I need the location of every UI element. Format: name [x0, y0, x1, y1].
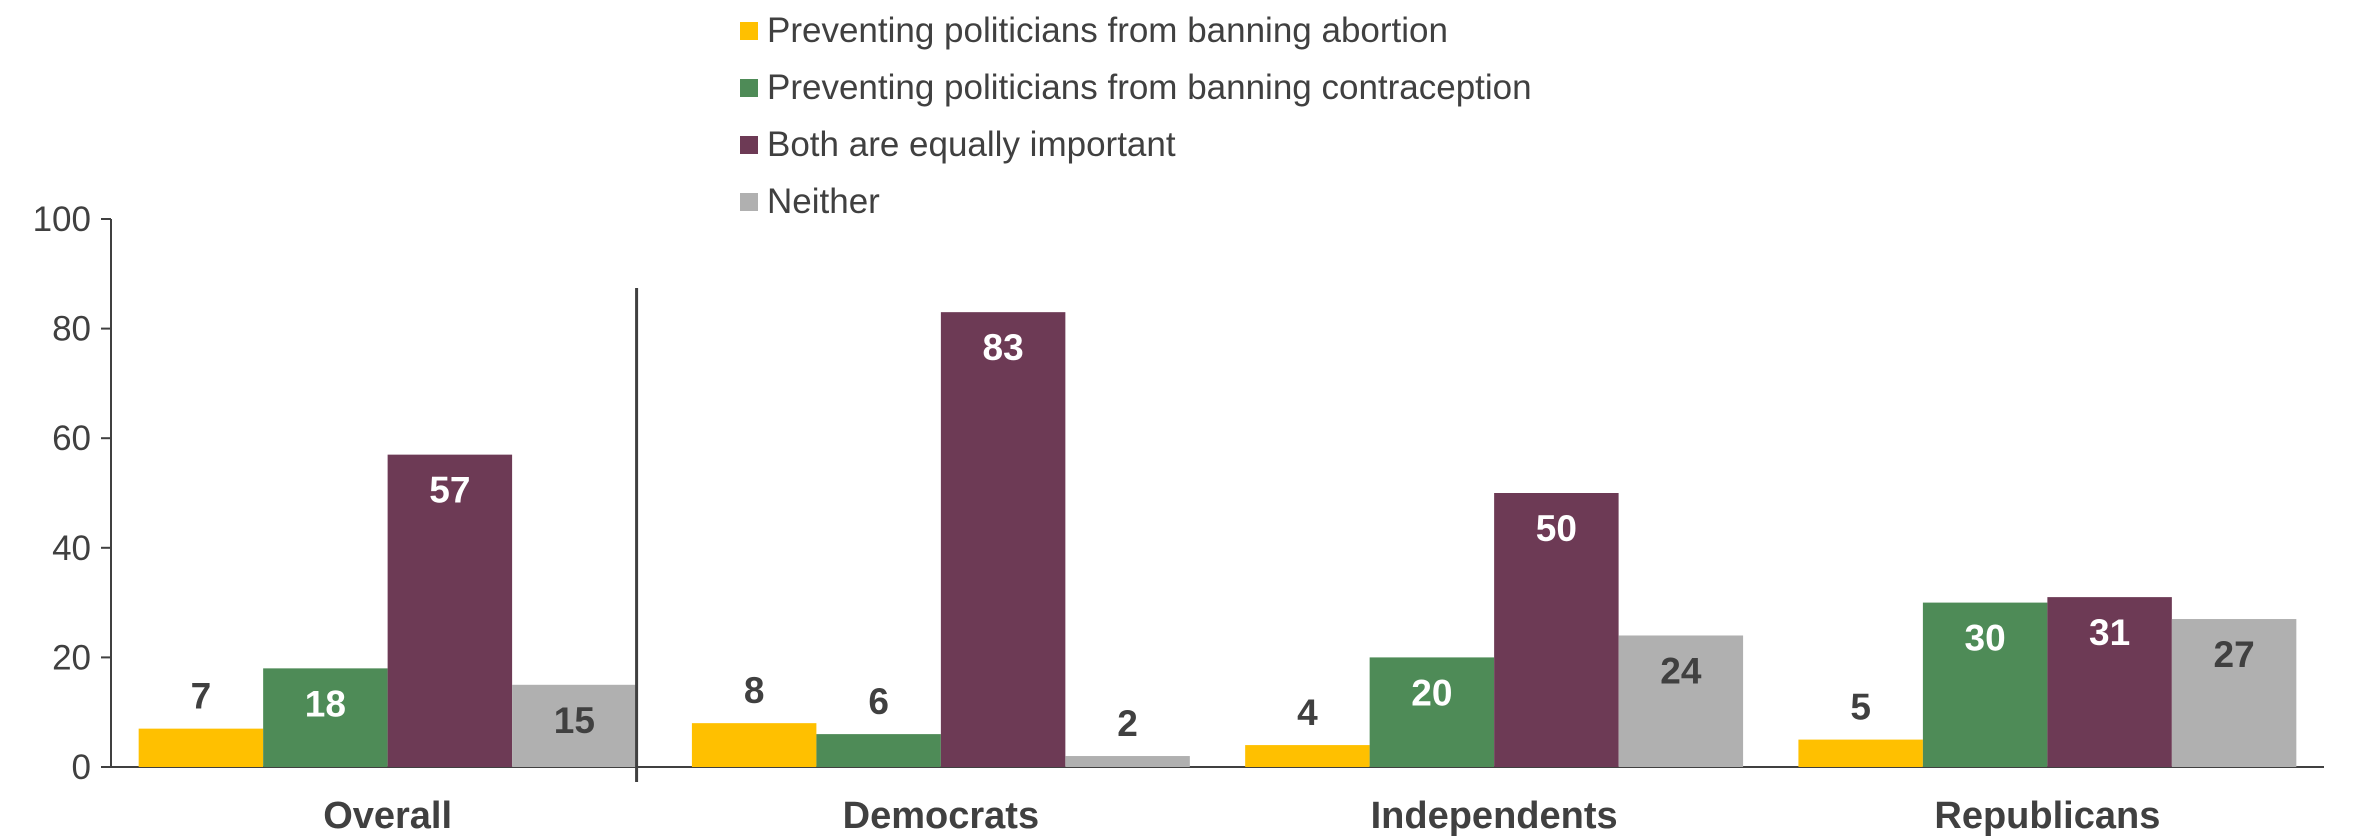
bar [2047, 597, 2172, 767]
bar [1798, 739, 1923, 767]
bar [263, 668, 388, 767]
legend-label-both: Both are equally important [767, 124, 1176, 164]
bar [138, 728, 264, 767]
bar [1369, 657, 1495, 767]
legend-item-abortion: Preventing politicians from banning abor… [740, 2, 1532, 59]
bar [940, 312, 1066, 767]
bar [1922, 602, 2048, 767]
legend-item-contraception: Preventing politicians from banning cont… [740, 59, 1532, 116]
data-label: 57 [429, 470, 470, 511]
data-label: 4 [1297, 692, 1318, 733]
bar [1494, 493, 1619, 767]
data-label: 8 [744, 670, 765, 711]
legend-label-abortion: Preventing politicians from banning abor… [767, 10, 1448, 50]
y-tick-label: 100 [33, 200, 91, 239]
data-label: 24 [1660, 650, 1702, 691]
legend-label-contraception: Preventing politicians from banning cont… [767, 67, 1532, 107]
legend-swatch-abortion [740, 21, 758, 40]
legend-item-both: Both are equally important [740, 116, 1532, 173]
data-label: 15 [554, 700, 595, 741]
bar [816, 734, 941, 767]
data-label: 27 [2214, 634, 2255, 675]
x-category-label: Republicans [1934, 795, 2160, 837]
bar [512, 684, 637, 767]
bar [1618, 635, 1744, 767]
legend-label-neither: Neither [767, 181, 880, 221]
x-category-label: Independents [1371, 795, 1618, 837]
y-tick-label: 60 [52, 419, 91, 458]
bar [1065, 756, 1190, 767]
y-tick-label: 0 [72, 748, 91, 787]
data-label: 6 [868, 681, 889, 722]
legend-swatch-both [740, 135, 758, 154]
legend-swatch-neither [740, 192, 758, 211]
y-tick-label: 20 [52, 638, 91, 677]
legend-swatch-contraception [740, 78, 758, 97]
data-label: 18 [305, 683, 346, 724]
data-label: 5 [1850, 687, 1871, 728]
x-category-label: Democrats [843, 795, 1039, 837]
bar [1245, 745, 1370, 767]
data-label: 31 [2089, 612, 2130, 653]
data-label: 7 [191, 676, 212, 717]
data-label: 2 [1117, 703, 1138, 744]
bar [2171, 619, 2297, 767]
legend: Preventing politicians from banning abor… [740, 2, 1532, 230]
data-label: 30 [1965, 618, 2006, 659]
data-label: 83 [983, 327, 1024, 368]
data-label: 20 [1411, 672, 1452, 713]
legend-item-neither: Neither [740, 173, 1532, 230]
data-label: 50 [1536, 508, 1577, 549]
bar [691, 723, 817, 767]
y-tick-label: 40 [52, 529, 91, 568]
x-category-label: Overall [323, 795, 452, 837]
y-tick-label: 80 [52, 310, 91, 349]
bar [387, 454, 513, 767]
